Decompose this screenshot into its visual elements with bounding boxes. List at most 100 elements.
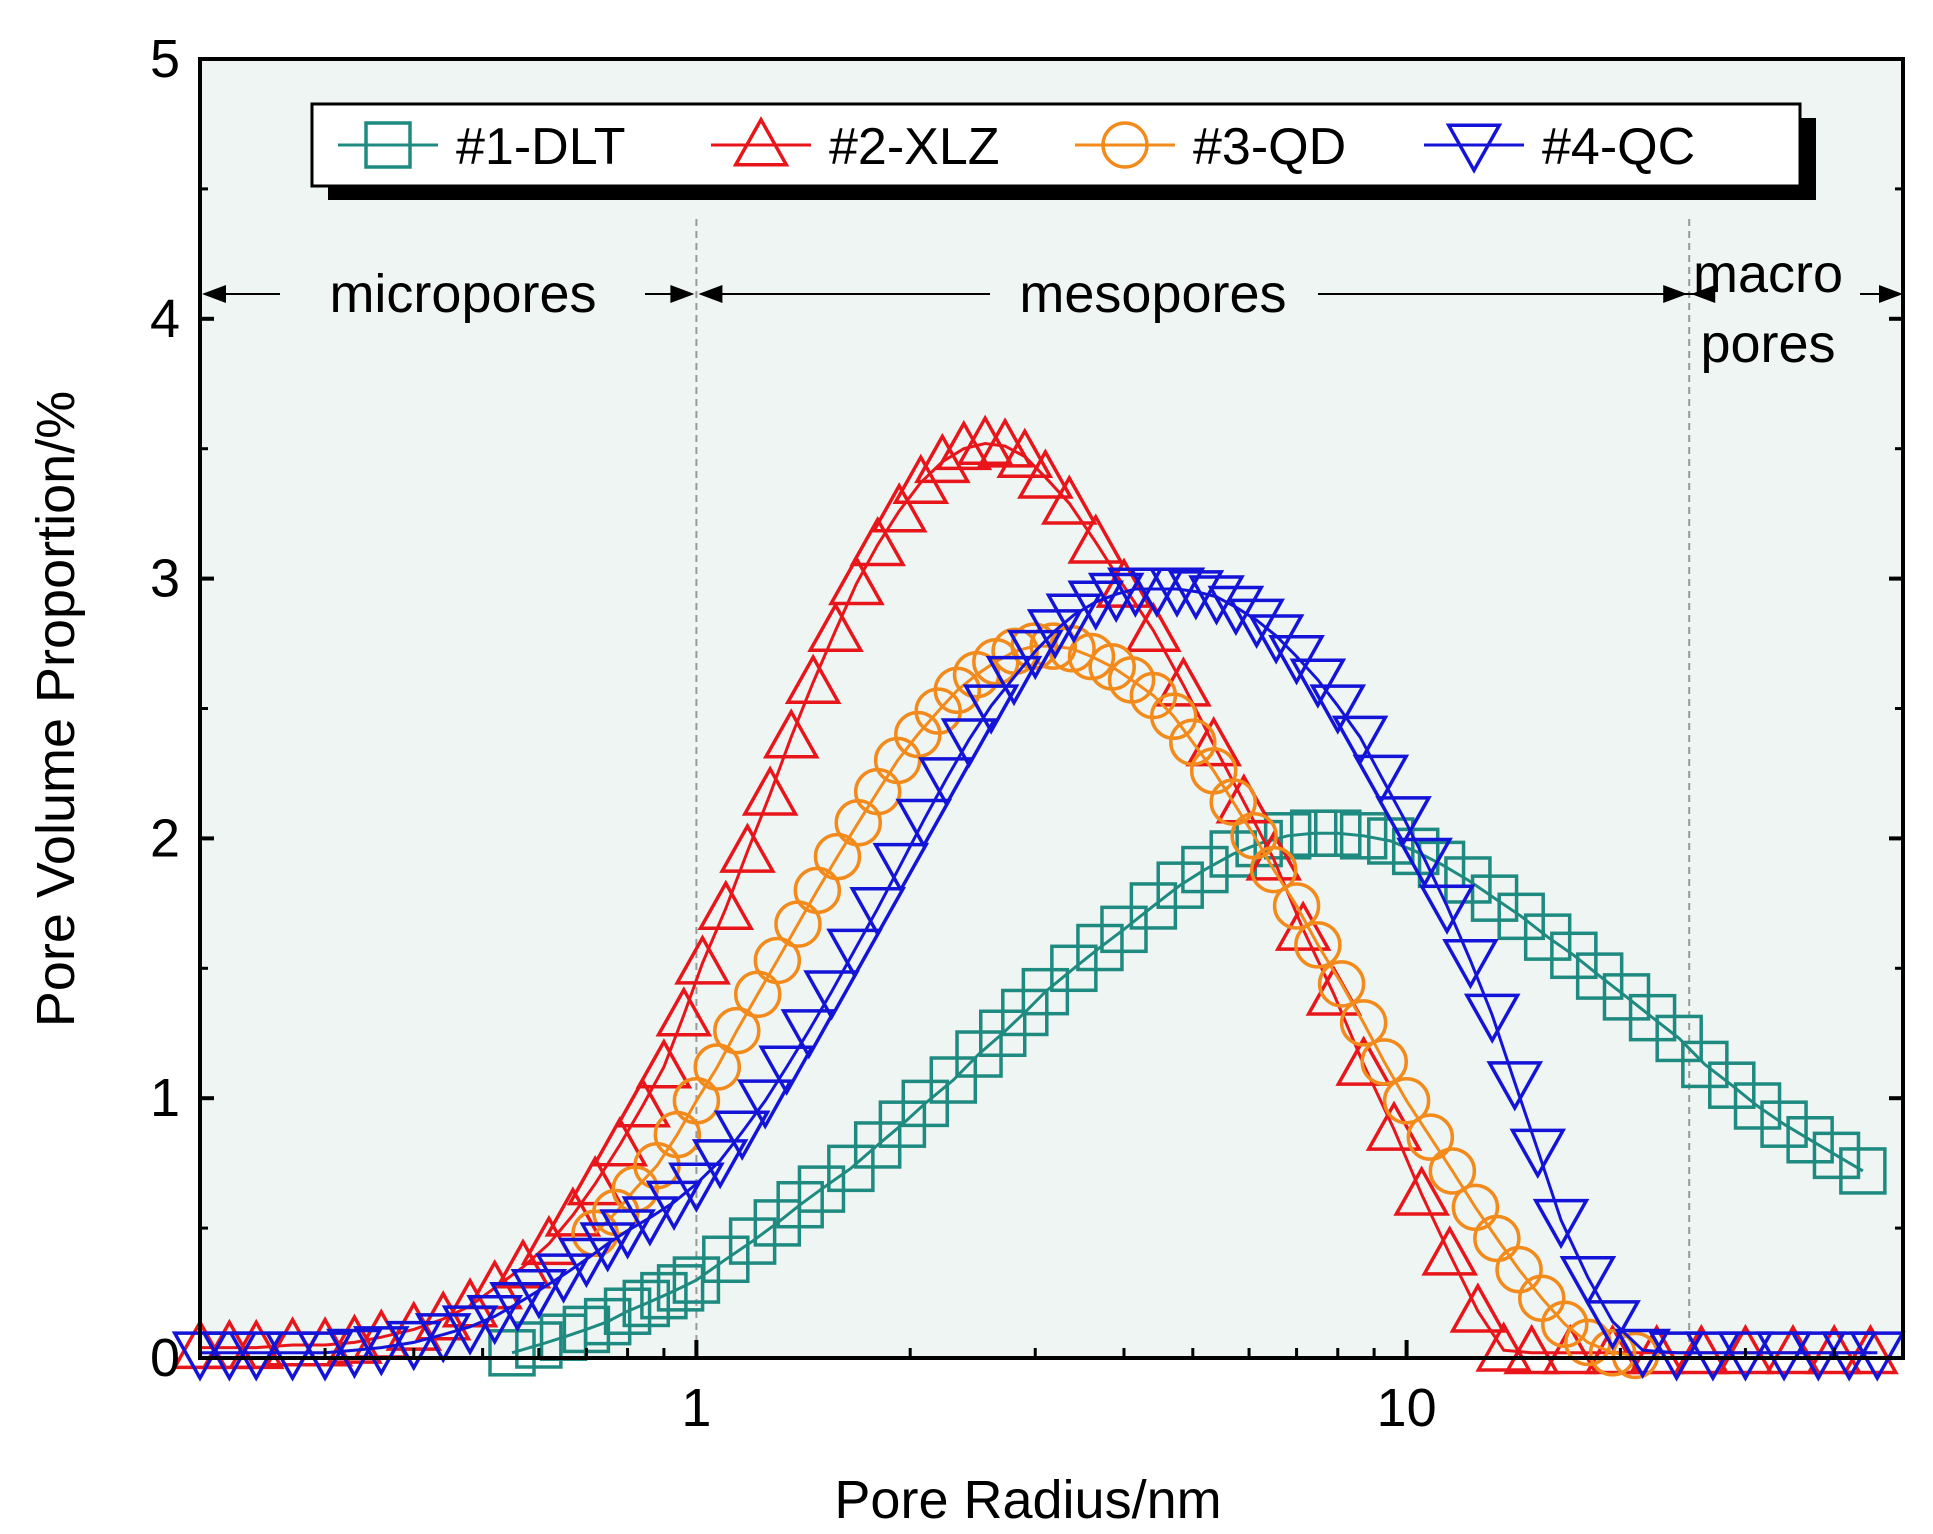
series-4-point bbox=[780, 1009, 838, 1060]
series-4-point bbox=[1045, 593, 1103, 644]
series-3-point bbox=[1588, 1329, 1637, 1377]
series-4-point bbox=[803, 970, 860, 1021]
series-1-point bbox=[1289, 809, 1338, 857]
micropores-arrow-right bbox=[670, 285, 695, 303]
series-4-point bbox=[736, 1079, 794, 1130]
axis-layer: 0 1 2 3 4 5 1 10 bbox=[150, 29, 1905, 1438]
series-4-point bbox=[1848, 1331, 1906, 1382]
series-3-point bbox=[713, 1006, 761, 1055]
series-3-point bbox=[1473, 1214, 1521, 1263]
series-4-point bbox=[264, 1331, 321, 1382]
legend-marker bbox=[1445, 123, 1503, 174]
series-2-point bbox=[1067, 513, 1125, 564]
series-2-point bbox=[1475, 1321, 1532, 1372]
series-1-point bbox=[1339, 812, 1388, 860]
series-4-point bbox=[918, 757, 975, 808]
series-1-point bbox=[1444, 856, 1492, 904]
series-4-point bbox=[489, 1281, 546, 1333]
series-3-point bbox=[753, 936, 802, 985]
series-4-point bbox=[599, 1209, 656, 1260]
series-2-point bbox=[1503, 1323, 1560, 1375]
series-2-point bbox=[227, 1318, 285, 1370]
region-label-macro: macro bbox=[1693, 244, 1843, 304]
series-2-point bbox=[996, 427, 1054, 478]
series-2-point bbox=[741, 765, 799, 816]
legend-item-4: #4-QC bbox=[1424, 118, 1695, 176]
region-label-mesopores: mesopores bbox=[1019, 264, 1286, 324]
series-4-point bbox=[826, 928, 883, 979]
series-2-point bbox=[1673, 1323, 1730, 1375]
series-1-point bbox=[1655, 1014, 1703, 1063]
series-2-point bbox=[1717, 1323, 1774, 1375]
series-4-point bbox=[691, 1139, 749, 1190]
series-2-point bbox=[828, 554, 885, 606]
series-line-1 bbox=[511, 831, 1864, 1355]
series-4-point bbox=[621, 1196, 679, 1247]
series-2-point bbox=[1421, 1225, 1478, 1276]
series-1-point bbox=[1523, 913, 1572, 961]
y-tick-label: 4 bbox=[150, 289, 180, 349]
legend-items: #1-DLT #2-XLZ #3-QD #4-QC bbox=[338, 116, 1695, 176]
series-3-point bbox=[813, 832, 862, 881]
series-2-point bbox=[591, 1116, 649, 1167]
series-2-point bbox=[914, 432, 971, 484]
series-1-point bbox=[1839, 1147, 1887, 1195]
series-4-point bbox=[985, 655, 1043, 707]
plot-background bbox=[200, 59, 1903, 1358]
series-3-point bbox=[1249, 845, 1298, 894]
series-4-point bbox=[1148, 567, 1206, 618]
series-2-point bbox=[762, 708, 820, 759]
legend-marker bbox=[732, 116, 790, 167]
series-4-point bbox=[872, 842, 930, 894]
legend-marker bbox=[1101, 121, 1149, 169]
series-2-point bbox=[655, 986, 713, 1037]
series-3-point bbox=[1406, 1113, 1455, 1161]
series-4-point bbox=[535, 1253, 592, 1304]
series-2-point bbox=[719, 822, 776, 873]
series-4-point bbox=[1396, 837, 1453, 889]
series-2-point bbox=[1335, 1035, 1392, 1086]
series-3-point bbox=[693, 1043, 742, 1091]
series-4-point bbox=[645, 1180, 703, 1231]
series-4-point bbox=[326, 1328, 383, 1380]
series-2-point bbox=[1541, 1323, 1599, 1375]
series-4-point bbox=[1289, 658, 1347, 709]
series-4-point bbox=[1648, 1331, 1705, 1382]
series-1-point bbox=[1733, 1082, 1782, 1130]
y-tick-label: 2 bbox=[150, 808, 180, 868]
series-1-point bbox=[1786, 1116, 1834, 1164]
series-4-point bbox=[414, 1313, 472, 1364]
y-tick-label: 5 bbox=[150, 29, 180, 89]
series-2-point bbox=[849, 515, 906, 567]
series-1 bbox=[488, 809, 1887, 1377]
series-2-point bbox=[635, 1038, 693, 1089]
x-tick-label: 1 bbox=[681, 1378, 711, 1438]
series-3-point bbox=[1294, 921, 1342, 969]
series-4-point bbox=[1820, 1331, 1878, 1382]
series-1-point bbox=[1470, 874, 1519, 922]
micropores-arrow-left bbox=[202, 285, 226, 303]
series-4-point bbox=[1331, 715, 1389, 766]
series-4-point bbox=[1509, 1128, 1567, 1180]
series-4-point bbox=[1309, 684, 1367, 735]
series-2-point bbox=[1185, 715, 1242, 767]
series-2-point bbox=[1365, 1100, 1423, 1151]
series-3-point bbox=[933, 666, 982, 715]
series-4-point bbox=[1418, 884, 1476, 935]
series-1-point bbox=[1156, 861, 1204, 909]
series-3-point bbox=[1382, 1077, 1431, 1125]
series-4-point bbox=[1463, 993, 1521, 1044]
series-4-point bbox=[895, 798, 953, 850]
series-4-point bbox=[510, 1268, 568, 1320]
series-1-point bbox=[1181, 845, 1229, 894]
series-1-point bbox=[1812, 1131, 1861, 1180]
series-2-point bbox=[614, 1077, 671, 1128]
series-4-point bbox=[1684, 1331, 1742, 1382]
y-tick-label: 3 bbox=[150, 549, 180, 609]
legend-label: #3-QD bbox=[1193, 118, 1346, 176]
series-4-point bbox=[1352, 754, 1410, 805]
series-2-point bbox=[784, 653, 842, 705]
series-4-point bbox=[849, 887, 906, 938]
series-4-point bbox=[940, 718, 998, 769]
